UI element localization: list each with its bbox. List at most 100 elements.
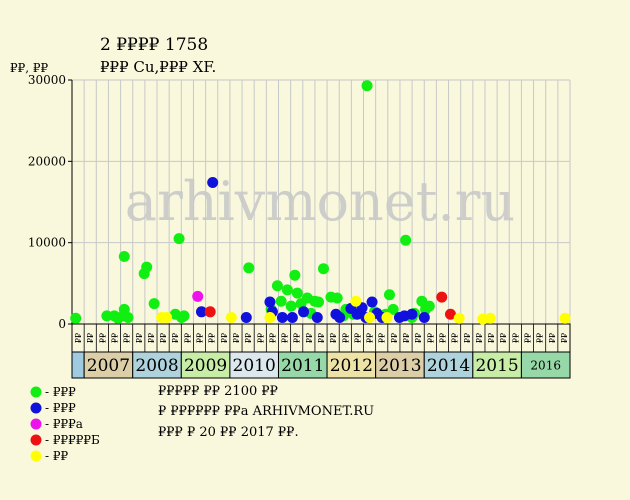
notes: ₽₽₽₽₽ ₽₽ 2100 ₽₽ ₽ ₽₽₽₽₽₽ ₽₽a ARHIVMONET… [158, 384, 374, 440]
data-point-yellow [453, 312, 465, 324]
data-point-green [387, 303, 399, 315]
data-point-blue [276, 311, 288, 323]
quarter-label: ₽₽ [487, 333, 496, 343]
quarter-label: ₽₽ [536, 333, 545, 343]
data-point-green [176, 311, 188, 323]
quarter-label: ₽₽ [560, 333, 569, 343]
quarter-label: ₽₽ [183, 333, 192, 343]
data-point-green [275, 295, 287, 307]
y-axis: 0 10000 20000 30000 [28, 73, 73, 331]
chart-subtitle: ₽₽₽ Cu,₽₽₽ XF. [100, 58, 216, 76]
data-point-yellow [161, 311, 173, 323]
data-point-blue [418, 311, 430, 323]
year-label: 2011 [281, 356, 324, 376]
data-point-green [383, 289, 395, 301]
data-points [70, 80, 571, 325]
quarter-label: ₽₽ [548, 333, 557, 343]
quarter-label: ₽₽ [281, 333, 290, 343]
quarter-label: ₽₽ [378, 333, 387, 343]
chart-title: 2 ₽₽₽₽ 1758 [100, 35, 208, 55]
legend-marker [30, 450, 42, 462]
y-tick-label: 0 [58, 317, 66, 331]
year-band [375, 351, 425, 379]
quarter-label: ₽₽ [366, 333, 375, 343]
year-label: 2016 [530, 358, 561, 372]
data-point-green [141, 261, 153, 273]
quarter-label: ₽₽ [135, 333, 144, 343]
quarter-label: ₽₽ [147, 333, 156, 343]
quarter-label: ₽₽ [523, 333, 532, 343]
quarter-label: ₽₽ [74, 333, 83, 343]
data-point-blue [286, 311, 298, 323]
quarter-label: ₽₽ [329, 333, 338, 343]
data-point-yellow [225, 311, 237, 323]
year-band [472, 351, 522, 379]
watermark: arhivmonet.ru [125, 170, 515, 233]
quarter-label: ₽₽ [463, 333, 472, 343]
data-point-red [436, 291, 448, 303]
legend-marker [30, 402, 42, 414]
data-point-yellow [350, 295, 362, 307]
data-point-yellow [559, 312, 571, 324]
quarter-label: ₽₽ [220, 333, 229, 343]
x-axis: ₽₽ ₽₽ ₽₽ ₽₽ ₽₽ ₽₽ ₽₽ ₽₽ ₽₽ ₽₽ ₽₽ ₽₽ ₽₽ ₽₽ ₽₽ ₽₽ ₽₽ ₽₽ ₽₽ ₽₽… [71, 323, 571, 379]
year-band [423, 351, 474, 379]
data-point-green [313, 296, 325, 308]
quarter-label: ₽₽ [426, 333, 435, 343]
legend-label: - ₽₽₽ [45, 385, 76, 399]
year-label: 2010 [233, 356, 276, 376]
data-point-green [423, 300, 435, 312]
quarter-label: ₽₽ [293, 333, 302, 343]
quarter-label: ₽₽ [111, 333, 120, 343]
quarter-label: ₽₽ [208, 333, 217, 343]
quarter-label: ₽₽ [353, 333, 362, 343]
data-point-green [243, 262, 255, 274]
legend: - ₽₽₽ - ₽₽₽ - ₽₽₽a - ₽₽₽₽₽Б - ₽₽ [30, 385, 100, 463]
quarter-label: ₽₽ [402, 333, 411, 343]
quarter-label: ₽₽ [171, 333, 180, 343]
data-point-blue [334, 311, 346, 323]
data-point-green [285, 300, 297, 312]
year-label: 2008 [135, 356, 178, 376]
y-tick-label: 10000 [28, 236, 66, 250]
quarter-label: ₽₽ [451, 333, 460, 343]
data-point-red [444, 308, 456, 320]
data-point-yellow [364, 311, 376, 323]
quarter-label: ₽₽ [475, 333, 484, 343]
quarter-row [71, 323, 571, 353]
year-label: 2013 [378, 356, 421, 376]
legend-label: - ₽₽₽₽₽Б [45, 433, 100, 447]
data-point-yellow [484, 312, 496, 324]
data-point-yellow [264, 311, 276, 323]
note-line-2: ₽ ₽₽₽₽₽₽ ₽₽a ARHIVMONET.RU [158, 404, 374, 419]
data-point-red [204, 306, 216, 318]
data-point-green [70, 312, 82, 324]
data-point-blue [207, 176, 219, 188]
year-band [180, 351, 231, 379]
year-band [71, 351, 85, 379]
quarter-label: ₽₽ [123, 333, 132, 343]
data-point-green [148, 298, 160, 310]
note-line-3: ₽₽₽ ₽ 20 ₽₽ 2017 ₽₽. [158, 425, 299, 440]
quarter-label: ₽₽ [305, 333, 314, 343]
data-point-blue [406, 308, 418, 320]
data-point-green [118, 303, 130, 315]
legend-marker [30, 418, 42, 430]
data-point-green [361, 80, 373, 92]
legend-marker [30, 434, 42, 446]
data-point-green [281, 284, 293, 296]
data-point-green [400, 234, 412, 246]
note-line-1: ₽₽₽₽₽ ₽₽ 2100 ₽₽ [158, 384, 278, 399]
data-point-yellow [381, 311, 393, 323]
data-point-blue [195, 306, 207, 318]
data-point-blue [264, 296, 276, 308]
quarter-label: ₽₽ [414, 333, 423, 343]
data-point-blue [298, 306, 310, 318]
data-point-blue [366, 296, 378, 308]
year-label: 2012 [330, 356, 373, 376]
quarter-label: ₽₽ [244, 333, 253, 343]
year-label: 2009 [184, 356, 227, 376]
quarter-label: ₽₽ [511, 333, 520, 343]
